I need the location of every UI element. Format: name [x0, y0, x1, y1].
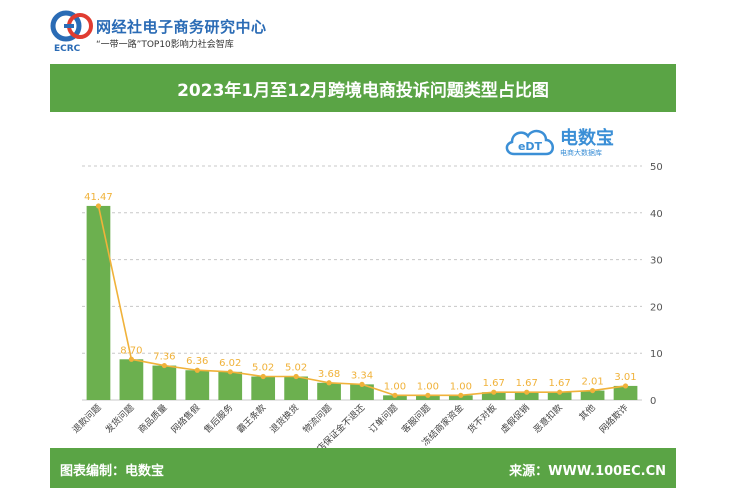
watermark-mark: eDT [518, 140, 543, 153]
trend-point [392, 392, 398, 398]
trend-point [194, 367, 200, 373]
chart-title-bar: 2023年1月至12月跨境电商投诉问题类型占比图 [50, 64, 676, 112]
data-label: 2.01 [581, 377, 603, 388]
chart-title: 2023年1月至12月跨境电商投诉问题类型占比图 [177, 80, 549, 101]
data-label: 1.67 [483, 378, 505, 389]
bar [613, 385, 638, 400]
trend-point [161, 362, 167, 369]
trend-point [557, 389, 563, 395]
y-tick-label: 0 [650, 396, 656, 407]
data-label: 1.00 [417, 381, 439, 392]
chart-area: 41.47 8.70 7.36 6.36 6.02 5.02 5.02 3.68 3.34 1.0… [50, 112, 676, 461]
trend-point [425, 392, 431, 398]
x-tick-label: 恶意扣款 [531, 402, 565, 436]
trend-point [95, 203, 102, 209]
bar [547, 392, 572, 400]
trend-point [589, 387, 596, 394]
trend-point [260, 373, 266, 380]
x-tick-label: 商品质量 [136, 402, 170, 436]
logo-name: 网经社电子商务研究中心 [96, 18, 267, 36]
data-label: 3.68 [318, 369, 340, 380]
watermark-name: 电数宝 [560, 128, 614, 149]
bar [251, 376, 276, 400]
data-label: 1.67 [549, 378, 571, 389]
bar [284, 376, 308, 400]
x-tick-label: 退货换货 [267, 402, 301, 436]
x-tick-label: 物流问题 [300, 402, 334, 436]
trend-point [491, 389, 497, 395]
bar [317, 382, 341, 400]
footer-bar: 图表编制：电数宝 来源：WWW.100EC.CN [50, 448, 676, 488]
data-label: 6.02 [219, 358, 241, 369]
bar [350, 384, 374, 400]
logo-en: ECRC [54, 44, 81, 54]
trend-point [326, 380, 332, 386]
data-label: 7.36 [153, 352, 175, 363]
data-label: 5.02 [252, 363, 274, 374]
bar [152, 365, 177, 400]
logo: ECRC 网经社电子商务研究中心 “一带一路”TOP10影响力社会智库 [50, 10, 310, 56]
y-tick-label: 50 [650, 162, 663, 173]
trend-point [293, 373, 299, 380]
y-tick-label: 20 [650, 302, 663, 313]
footer-source: 来源：WWW.100EC.CN [509, 464, 666, 479]
trend-point [524, 389, 530, 395]
x-tick-label: 发货问题 [103, 402, 137, 436]
data-label: 1.67 [516, 378, 538, 389]
trend-point [128, 356, 135, 362]
data-label: 1.00 [384, 381, 406, 392]
x-tick-label: 退款问题 [70, 402, 104, 436]
y-tick-label: 10 [650, 349, 663, 360]
footer-credit: 图表编制：电数宝 [60, 464, 165, 479]
watermark-sub: 电商大数据库 [560, 149, 602, 157]
bar [86, 205, 111, 400]
logo-icon [50, 10, 93, 42]
bar [185, 370, 210, 400]
bar [218, 371, 243, 400]
x-tick-label: 虚假促销 [498, 402, 532, 436]
x-tick-label: 网络售假 [168, 402, 202, 436]
x-tick-label: 其他 [576, 402, 597, 423]
x-tick-label: 霸王条款 [234, 402, 268, 436]
bar [580, 390, 605, 400]
data-label: 6.36 [186, 356, 208, 367]
bar [514, 392, 539, 400]
y-tick-label: 30 [650, 256, 663, 267]
cloud-icon: eDT [505, 129, 554, 156]
bar [119, 359, 144, 400]
data-label: 41.47 [84, 192, 113, 203]
trend-point [458, 392, 464, 398]
watermark: eDT 电数宝 电商大数据库 [502, 122, 642, 162]
bar [481, 392, 506, 400]
trend-point [622, 383, 629, 389]
data-label: 3.01 [614, 372, 636, 383]
trend-point [359, 381, 365, 387]
data-label: 1.00 [450, 381, 472, 392]
x-tick-label: 网络欺诈 [597, 402, 631, 436]
bar-chart: 41.47 8.70 7.36 6.36 6.02 5.02 5.02 3.68 3.34 1.0… [70, 162, 663, 461]
data-label: 5.02 [285, 363, 307, 374]
data-label: 8.70 [120, 345, 142, 356]
x-tick-label: 货不对板 [465, 402, 499, 436]
x-tick-label: 订单问题 [366, 402, 400, 436]
data-label: 3.34 [351, 370, 373, 381]
y-tick-label: 40 [650, 209, 663, 220]
trend-line [97, 205, 626, 397]
x-tick-label: 客服问题 [399, 402, 433, 436]
x-tick-label: 售后服务 [201, 402, 235, 436]
trend-point [227, 369, 233, 375]
logo-subtitle: “一带一路”TOP10影响力社会智库 [96, 40, 234, 50]
